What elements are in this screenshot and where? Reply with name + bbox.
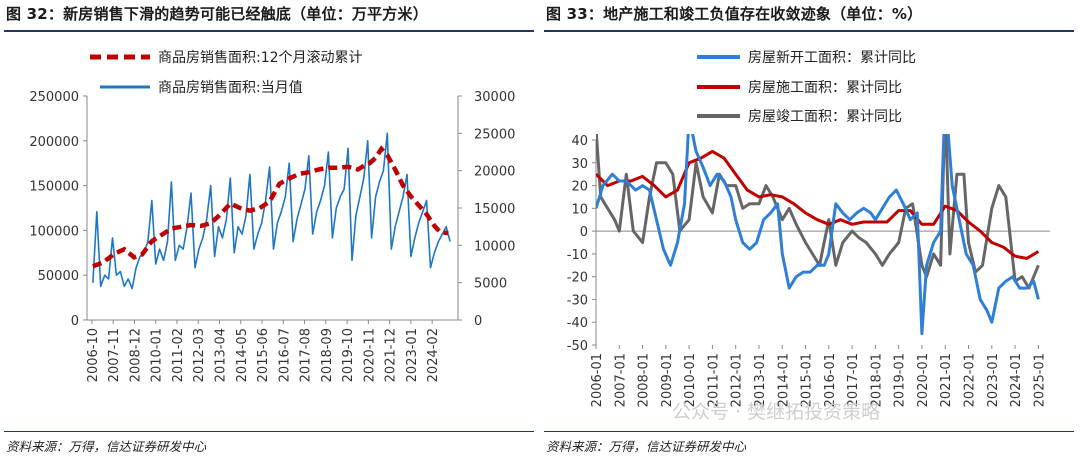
x-tick-label: 2020-01 <box>916 353 931 407</box>
right-source-note: 资料来源：万得，信达证券研发中心 <box>546 439 747 454</box>
left-chart-title: 图 32：新房销售下滑的趋势可能已经触底（单位：万平方米） <box>6 5 428 23</box>
right-y-tick-label: 20000 <box>474 165 515 180</box>
x-tick-label: 2019-10 <box>341 328 356 382</box>
x-tick-label: 2014-05 <box>235 328 250 382</box>
x-tick-label: 2019-01 <box>893 353 908 407</box>
y-tick-label: 30 <box>571 157 588 172</box>
x-tick-label: 2012-03 <box>192 328 207 382</box>
y-tick-label: -30 <box>567 293 588 308</box>
x-tick-label: 2021-01 <box>939 353 954 407</box>
x-tick-label: 2018-01 <box>869 353 884 407</box>
right-y-tick-label: 0 <box>474 314 482 329</box>
left-y-tick-label: 200000 <box>29 135 79 150</box>
y-tick-label: -10 <box>567 248 588 263</box>
legend-item-new-starts-label: 房屋新开工面积：累计同比 <box>748 50 916 66</box>
left-y-tick-label: 150000 <box>29 180 79 195</box>
right-y-tick-label: 15000 <box>474 202 515 217</box>
x-tick-label: 2010-01 <box>683 353 698 407</box>
x-tick-label: 2013-04 <box>214 328 229 382</box>
y-tick-label: 40 <box>571 134 588 149</box>
x-tick-label: 2017-08 <box>299 328 314 382</box>
series-monthly-sales-line <box>92 132 451 290</box>
x-tick-label: 2018-09 <box>320 328 335 382</box>
x-tick-label: 2017-01 <box>846 353 861 407</box>
right-y-tick-label: 30000 <box>474 90 515 105</box>
x-tick-label: 2024-02 <box>426 328 441 382</box>
x-tick-label: 2014-01 <box>776 353 791 407</box>
x-tick-label: 2009-01 <box>660 353 675 407</box>
x-tick-label: 2015-01 <box>800 353 815 407</box>
right-y-tick-label: 10000 <box>474 239 515 254</box>
y-tick-label: 0 <box>580 225 588 240</box>
x-tick-label: 2006-10 <box>86 328 101 382</box>
left-title-rule <box>4 30 534 32</box>
x-tick-label: 2021-12 <box>384 328 399 382</box>
left-y-tick-label: 100000 <box>29 224 79 239</box>
right-title-rule <box>544 30 1074 32</box>
left-source-note: 资料来源：万得，信达证券研发中心 <box>6 439 207 454</box>
legend-label-rolling: 商品房销售面积:12个月滚动累计 <box>158 49 363 66</box>
x-tick-label: 2016-07 <box>277 328 292 382</box>
x-tick-label: 2020-11 <box>362 328 377 382</box>
right-chart-title: 图 33：地产施工和竣工负值存在收敛迹象（单位：%） <box>546 5 923 23</box>
legend-item-under-construction-label: 房屋施工面积：累计同比 <box>748 80 902 96</box>
left-chart: 2500002000001500001000005000003000025000… <box>29 49 515 382</box>
x-tick-label: 2008-01 <box>637 353 652 407</box>
right-chart-panel: 图 33：地产施工和竣工负值存在收敛迹象（单位：%） 40 30 20 10 0 -10 -… <box>540 0 1080 459</box>
watermark-text: 公众号 · 樊继拓投资策略 <box>672 401 881 423</box>
y-tick-label: 20 <box>571 180 588 195</box>
right-y-tick-label: 25000 <box>474 127 515 142</box>
x-tick-label: 2011-01 <box>706 353 721 407</box>
x-tick-label: 2013-01 <box>753 353 768 407</box>
x-tick-label: 2022-01 <box>963 353 978 407</box>
right-source-rule <box>544 431 1074 432</box>
x-tick-label: 2006-01 <box>590 353 605 407</box>
legend-item-completions-label: 房屋竣工面积：累计同比 <box>748 109 902 125</box>
x-tick-label: 2023-01 <box>405 328 420 382</box>
x-tick-label: 2008-12 <box>128 328 143 382</box>
series-rolling-sales-line <box>92 145 449 269</box>
series-new-starts-line <box>596 134 1040 336</box>
right-y-tick-label: 5000 <box>474 277 507 292</box>
series-under-construction-line <box>596 149 1040 260</box>
x-tick-label: 2007-11 <box>107 328 122 382</box>
left-source-rule <box>4 431 534 432</box>
left-chart-panel: 图 32：新房销售下滑的趋势可能已经触底（单位：万平方米） 250000 2000… <box>4 5 534 454</box>
x-tick-label: 2024-01 <box>1009 353 1024 407</box>
y-tick-label: -50 <box>567 339 588 354</box>
left-y-tick-label: 0 <box>71 314 79 329</box>
left-y-tick-label: 250000 <box>29 90 79 105</box>
left-y-tick-label: 50000 <box>38 269 79 284</box>
x-tick-label: 2010-01 <box>150 328 165 382</box>
y-tick-label: -20 <box>567 271 588 286</box>
x-tick-label: 2011-02 <box>171 328 186 382</box>
y-tick-label: -40 <box>567 316 588 331</box>
x-tick-label: 2015-06 <box>256 328 271 382</box>
x-tick-label: 2012-01 <box>730 353 745 407</box>
y-tick-label: 10 <box>571 202 588 217</box>
x-tick-label: 2007-01 <box>613 353 628 407</box>
legend-label-monthly: 商品房销售面积:当月值 <box>158 80 303 96</box>
x-tick-label: 2025-01 <box>1032 353 1047 407</box>
x-tick-label: 2023-01 <box>986 353 1001 407</box>
x-tick-label: 2016-01 <box>823 353 838 407</box>
